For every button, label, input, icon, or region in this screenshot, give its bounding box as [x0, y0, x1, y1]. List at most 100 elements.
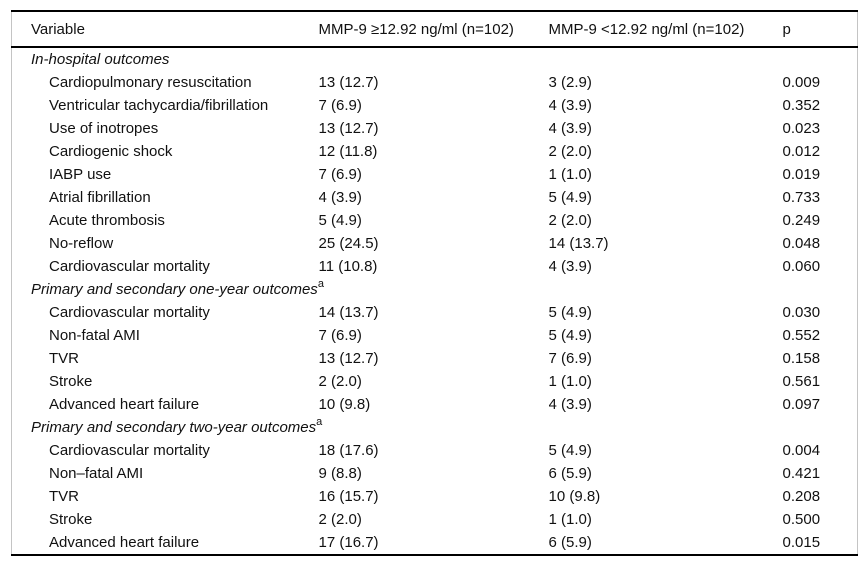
- mmp9-high-cell: 7 (6.9): [318, 97, 362, 114]
- variable-cell: Ventricular tachycardia/fibrillation: [49, 97, 269, 114]
- table-row: Advanced heart failure 17 (16.7) 6 (5.9) 0.…: [12, 531, 858, 555]
- table-row: Advanced heart failure 10 (9.8) 4 (3.9) 0.0…: [12, 393, 858, 416]
- mmp9-high-cell: 7 (6.9): [318, 166, 362, 183]
- col-header-variable: Variable: [31, 20, 85, 38]
- table-row: Ventricular tachycardia/fibrillation 7 (6…: [12, 94, 858, 117]
- section-heading: In-hospital outcomes: [31, 51, 170, 68]
- table-row: Non-fatal AMI 7 (6.9) 5 (4.9) 0.552: [12, 324, 858, 347]
- mmp9-high-cell: 16 (15.7): [318, 488, 379, 505]
- p-value-cell: 0.009: [782, 74, 821, 91]
- outcomes-table: Variable MMP-9 ≥12.92 ng/ml (n=102) MMP-…: [11, 10, 858, 556]
- variable-cell: No-reflow: [49, 235, 114, 252]
- table-row: Use of inotropes 13 (12.7) 4 (3.9) 0.023: [12, 117, 858, 140]
- table-row: Cardiopulmonary resuscitation 13 (12.7) 3 …: [12, 71, 858, 94]
- mmp9-low-cell: 4 (3.9): [548, 97, 592, 114]
- mmp9-low-cell: 4 (3.9): [548, 396, 592, 413]
- footnote-marker: a: [316, 416, 323, 428]
- p-value-cell: 0.561: [782, 373, 821, 390]
- mmp9-low-cell: 4 (3.9): [548, 120, 592, 137]
- p-value-cell: 0.060: [782, 258, 821, 275]
- mmp9-high-cell: 13 (12.7): [318, 120, 379, 137]
- p-value-cell: 0.023: [782, 120, 821, 137]
- mmp9-high-cell: 18 (17.6): [318, 442, 379, 459]
- section-heading-row: Primary and secondary two-year outcomesa: [12, 416, 858, 439]
- p-value-cell: 0.158: [782, 350, 821, 367]
- mmp9-low-cell: 6 (5.9): [548, 534, 592, 551]
- p-value-cell: 0.733: [782, 189, 821, 206]
- p-value-cell: 0.012: [782, 143, 821, 160]
- table-row: Stroke 2 (2.0) 1 (1.0) 0.500: [12, 508, 858, 531]
- p-value-cell: 0.015: [782, 534, 821, 551]
- mmp9-high-cell: 2 (2.0): [318, 511, 362, 528]
- mmp9-low-cell: 5 (4.9): [548, 189, 592, 206]
- mmp9-high-cell: 13 (12.7): [318, 350, 379, 367]
- mmp9-low-cell: 7 (6.9): [548, 350, 592, 367]
- p-value-cell: 0.500: [782, 511, 821, 528]
- variable-cell: Cardiopulmonary resuscitation: [49, 74, 252, 91]
- variable-cell: Stroke: [49, 511, 93, 528]
- table-row: Acute thrombosis 5 (4.9) 2 (2.0) 0.249: [12, 209, 858, 232]
- p-value-cell: 0.004: [782, 442, 821, 459]
- footnote-marker: a: [317, 278, 324, 290]
- col-header-p: p: [782, 20, 791, 38]
- variable-cell: Non-fatal AMI: [49, 327, 140, 344]
- variable-cell: Atrial fibrillation: [49, 189, 151, 206]
- mmp9-low-cell: 2 (2.0): [548, 143, 592, 160]
- variable-cell: Cardiovascular mortality: [49, 442, 210, 459]
- table-row: Cardiovascular mortality 11 (10.8) 4 (3.9)…: [12, 255, 858, 278]
- mmp9-high-cell: 25 (24.5): [318, 235, 379, 252]
- mmp9-high-cell: 4 (3.9): [318, 189, 362, 206]
- mmp9-low-cell: 2 (2.0): [548, 212, 592, 229]
- variable-cell: Non–fatal AMI: [49, 465, 144, 482]
- section-heading-row: In-hospital outcomes: [12, 47, 858, 71]
- mmp9-low-cell: 3 (2.9): [548, 74, 592, 91]
- section-heading: Primary and secondary two-year outcomesa: [31, 416, 323, 437]
- variable-cell: Cardiovascular mortality: [49, 304, 210, 321]
- p-value-cell: 0.552: [782, 327, 821, 344]
- mmp9-low-cell: 1 (1.0): [548, 511, 592, 528]
- p-value-cell: 0.421: [782, 465, 821, 482]
- variable-cell: TVR: [49, 488, 79, 505]
- p-value-cell: 0.019: [782, 166, 821, 183]
- mmp9-low-cell: 6 (5.9): [548, 465, 592, 482]
- table-row: TVR 16 (15.7) 10 (9.8) 0.208: [12, 485, 858, 508]
- mmp9-low-cell: 14 (13.7): [548, 235, 609, 252]
- p-value-cell: 0.208: [782, 488, 821, 505]
- variable-cell: Advanced heart failure: [49, 396, 200, 413]
- variable-cell: TVR: [49, 350, 79, 367]
- p-value-cell: 0.352: [782, 97, 821, 114]
- p-value-cell: 0.097: [782, 396, 821, 413]
- header-row: Variable MMP-9 ≥12.92 ng/ml (n=102) MMP-…: [11, 11, 858, 47]
- mmp9-low-cell: 1 (1.0): [548, 373, 592, 390]
- col-header-mmp9-high: MMP-9 ≥12.92 ng/ml (n=102): [318, 20, 514, 38]
- mmp9-high-cell: 10 (9.8): [318, 396, 371, 413]
- mmp9-high-cell: 12 (11.8): [318, 143, 378, 160]
- mmp9-high-cell: 7 (6.9): [318, 327, 362, 344]
- table-row: Non–fatal AMI 9 (8.8) 6 (5.9) 0.421: [12, 462, 858, 485]
- table-row: IABP use 7 (6.9) 1 (1.0) 0.019: [12, 163, 858, 186]
- section-heading: Primary and secondary one-year outcomesa: [31, 278, 324, 299]
- table-row: Stroke 2 (2.0) 1 (1.0) 0.561: [12, 370, 858, 393]
- variable-cell: Use of inotropes: [49, 120, 159, 137]
- table-row: Cardiovascular mortality 14 (13.7) 5 (4.9)…: [12, 301, 858, 324]
- mmp9-high-cell: 14 (13.7): [318, 304, 379, 321]
- mmp9-low-cell: 1 (1.0): [548, 166, 592, 183]
- p-value-cell: 0.048: [782, 235, 821, 252]
- mmp9-low-cell: 5 (4.9): [548, 442, 592, 459]
- p-value-cell: 0.249: [782, 212, 821, 229]
- mmp9-high-cell: 5 (4.9): [318, 212, 362, 229]
- section-heading-row: Primary and secondary one-year outcomesa: [12, 278, 858, 301]
- mmp9-high-cell: 17 (16.7): [318, 534, 379, 551]
- variable-cell: IABP use: [49, 166, 112, 183]
- mmp9-low-cell: 5 (4.9): [548, 304, 592, 321]
- mmp9-high-cell: 2 (2.0): [318, 373, 362, 390]
- variable-cell: Cardiogenic shock: [49, 143, 173, 160]
- table-row: Cardiovascular mortality 18 (17.6) 5 (4.9)…: [12, 439, 858, 462]
- mmp9-low-cell: 10 (9.8): [548, 488, 601, 505]
- table-row: Cardiogenic shock 12 (11.8) 2 (2.0) 0.012: [12, 140, 858, 163]
- mmp9-low-cell: 4 (3.9): [548, 258, 592, 275]
- variable-cell: Advanced heart failure: [49, 534, 200, 551]
- table-row: Atrial fibrillation 4 (3.9) 5 (4.9) 0.733: [12, 186, 858, 209]
- variable-cell: Stroke: [49, 373, 93, 390]
